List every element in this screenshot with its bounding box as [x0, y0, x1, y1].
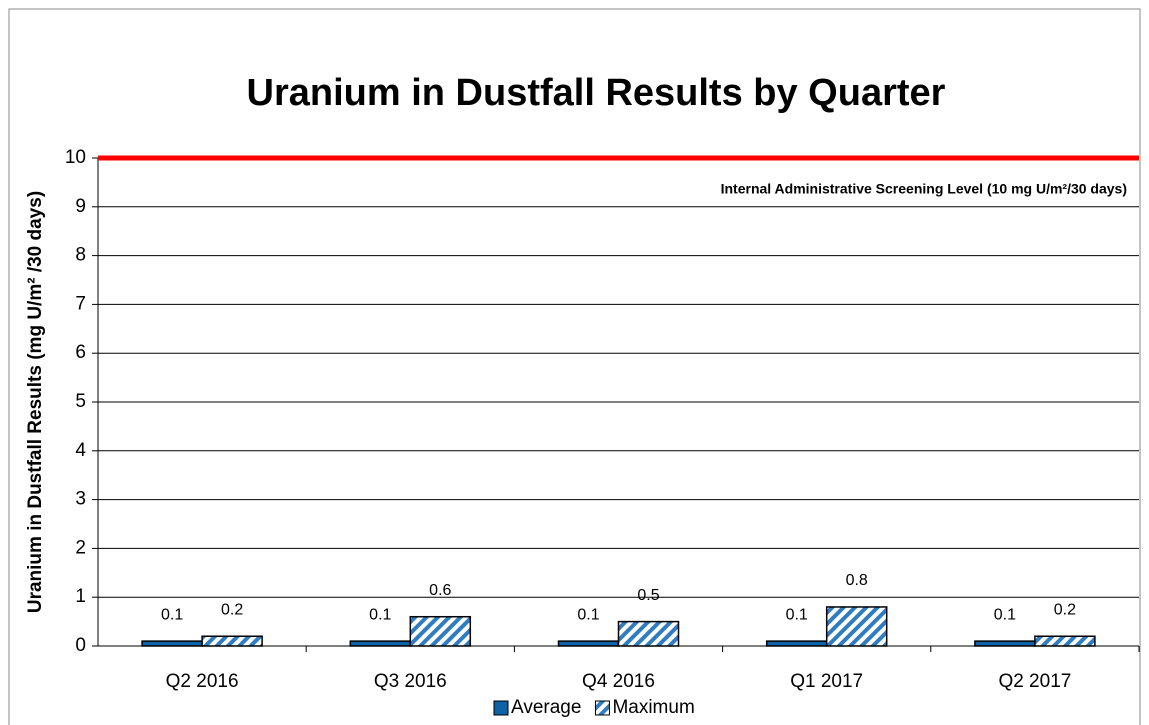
value-label: 0.6 — [429, 582, 451, 599]
value-label: 0.1 — [369, 606, 391, 623]
chart-border — [8, 8, 1141, 725]
bar — [557, 640, 620, 647]
y-tick-label: 10 — [65, 147, 86, 168]
x-tick-label: Q3 2016 — [374, 671, 447, 692]
bar — [825, 606, 888, 647]
y-tick-label: 3 — [75, 489, 86, 510]
value-label: 0.2 — [1054, 601, 1076, 618]
bar — [349, 640, 412, 647]
bar — [765, 640, 828, 647]
value-label: 0.2 — [221, 601, 243, 618]
y-tick-label: 6 — [75, 342, 86, 363]
x-tick-label: Q2 2017 — [998, 671, 1071, 692]
bar — [974, 640, 1036, 647]
legend-swatch — [594, 700, 610, 716]
value-label: 0.1 — [994, 606, 1016, 623]
bar — [409, 615, 472, 647]
x-tick-label: Q1 2017 — [790, 671, 863, 692]
value-label: 0.5 — [637, 587, 659, 604]
bar — [141, 640, 203, 647]
y-axis-label: Uranium in Dustfall Results (mg U/m² /30… — [25, 191, 46, 613]
y-tick-label: 7 — [75, 293, 86, 314]
y-tick-label: 4 — [75, 440, 86, 461]
y-tick-label: 9 — [75, 196, 86, 217]
value-label: 0.1 — [786, 606, 808, 623]
bar — [201, 635, 263, 647]
bar — [617, 620, 680, 647]
y-tick-label: 8 — [75, 245, 86, 266]
value-label: 0.1 — [577, 606, 599, 623]
value-label: 0.8 — [846, 572, 868, 589]
x-tick-label: Q2 2016 — [166, 671, 239, 692]
y-tick-label: 1 — [75, 586, 86, 607]
y-tick-label: 2 — [75, 537, 86, 558]
x-tick-label: Q4 2016 — [582, 671, 655, 692]
y-tick-label: 0 — [75, 635, 86, 656]
reference-label: Internal Administrative Screening Level … — [721, 181, 1127, 197]
legend-label: Average — [511, 697, 581, 718]
bar — [1034, 635, 1096, 647]
value-label: 0.1 — [161, 606, 183, 623]
y-tick-label: 5 — [75, 391, 86, 412]
legend-label: Maximum — [612, 697, 694, 718]
chart-title: Uranium in Dustfall Results by Quarter — [247, 72, 946, 114]
legend-swatch — [493, 700, 509, 716]
